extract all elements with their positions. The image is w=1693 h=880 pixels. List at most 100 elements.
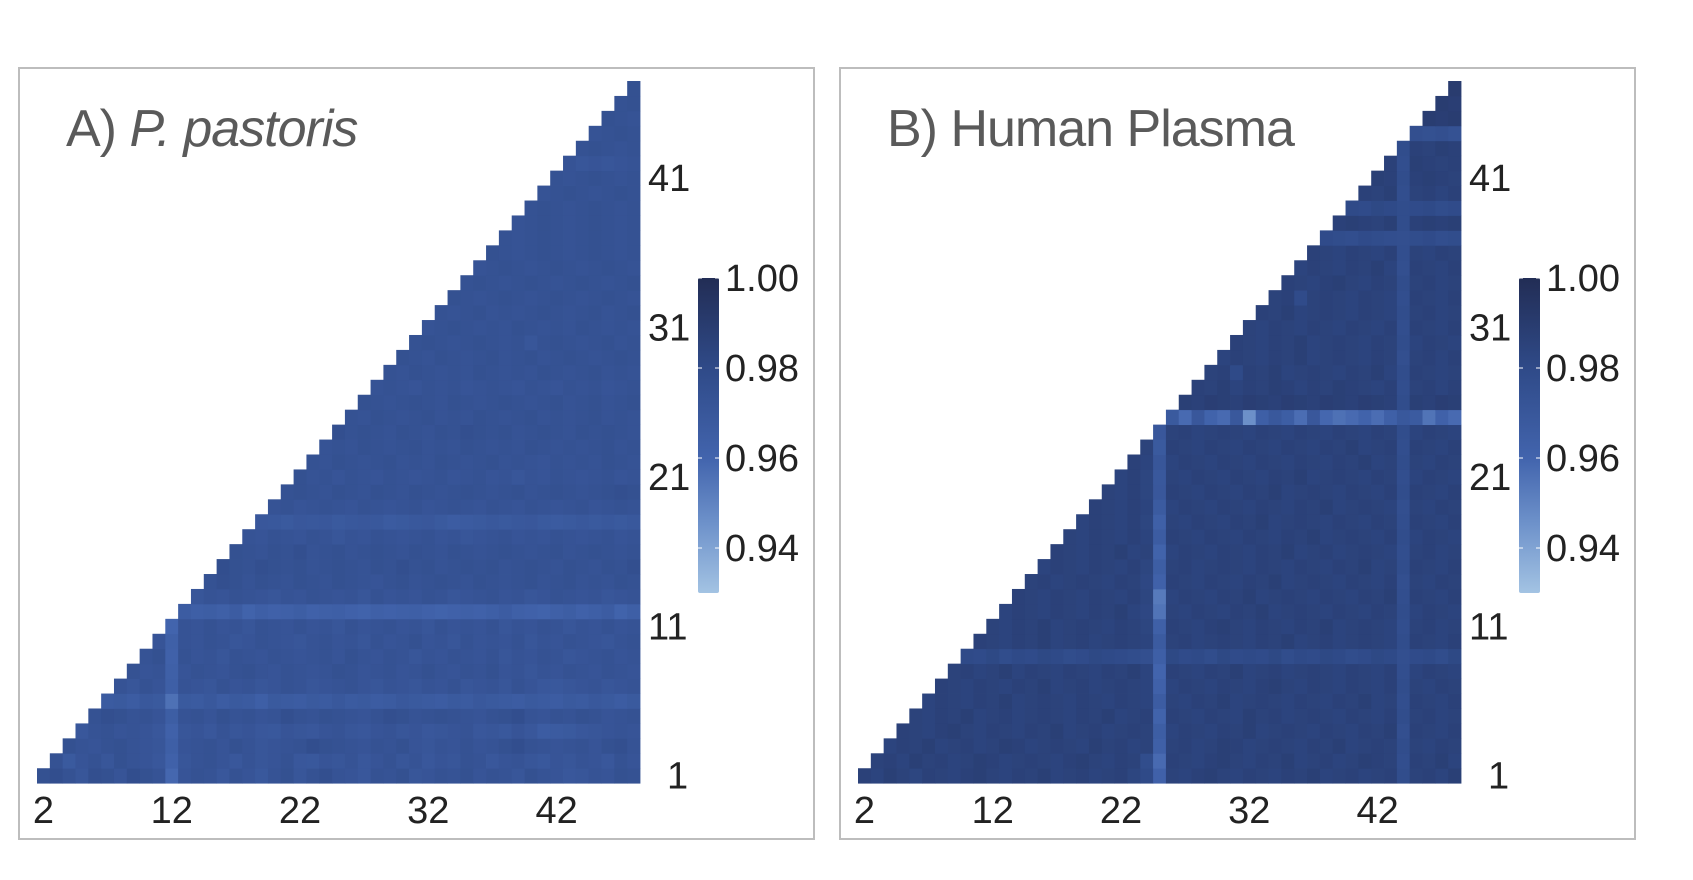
- heatmap-cell: [319, 678, 333, 694]
- heatmap-cell: [498, 439, 513, 455]
- heatmap-cell: [165, 678, 179, 694]
- heatmap-cell: [1332, 723, 1346, 739]
- heatmap-cell: [1076, 708, 1090, 724]
- heatmap-cell: [1396, 469, 1411, 485]
- heatmap-cell: [1448, 768, 1462, 784]
- heatmap-cell: [1371, 290, 1385, 306]
- heatmap-cell: [627, 125, 641, 142]
- heatmap-cell: [1230, 424, 1244, 440]
- heatmap-cell: [1435, 215, 1449, 231]
- heatmap-cell: [601, 275, 615, 291]
- heatmap-cell: [216, 559, 230, 575]
- heatmap-cell: [614, 170, 628, 186]
- heatmap-cell: [1140, 484, 1154, 500]
- heatmap-cell: [1294, 454, 1308, 470]
- heatmap-cell: [344, 618, 359, 635]
- heatmap-cell: [1191, 544, 1205, 560]
- heatmap-cell: [383, 469, 397, 485]
- heatmap-cell: [1024, 588, 1039, 605]
- heatmap-cell: [280, 544, 294, 560]
- heatmap-cell: [1435, 290, 1449, 306]
- heatmap-cell: [537, 349, 551, 366]
- heatmap-cell: [1307, 618, 1321, 635]
- heatmap-cell: [1409, 499, 1423, 515]
- colorbar-tick-label: 1.00: [1546, 258, 1620, 300]
- heatmap-cell: [1037, 648, 1051, 665]
- heatmap-cell: [409, 514, 423, 530]
- heatmap-cell: [1371, 768, 1385, 784]
- heatmap-cell: [1332, 424, 1346, 440]
- heatmap-cell: [49, 768, 64, 784]
- heatmap-cell: [1358, 484, 1372, 500]
- heatmap-cell: [152, 663, 166, 679]
- heatmap-cell: [460, 588, 474, 605]
- heatmap-cell: [1319, 768, 1334, 784]
- heatmap-cell: [101, 768, 115, 784]
- heatmap-cell: [178, 753, 192, 769]
- heatmap-cell: [113, 708, 128, 724]
- heatmap-cell: [614, 544, 628, 560]
- heatmap-cell: [563, 215, 577, 231]
- heatmap-cell: [627, 334, 641, 351]
- heatmap-cell: [1281, 768, 1295, 784]
- heatmap-cell: [1281, 708, 1295, 724]
- heatmap-cell: [1127, 544, 1141, 560]
- heatmap-cell: [1307, 529, 1321, 545]
- heatmap-cell: [267, 648, 282, 665]
- heatmap-cell: [524, 738, 538, 754]
- heatmap-cell: [1191, 633, 1205, 650]
- heatmap-cell: [614, 693, 628, 709]
- heatmap-cell: [575, 529, 590, 545]
- heatmap-cell: [1076, 693, 1090, 709]
- heatmap-cell: [1332, 544, 1346, 560]
- heatmap-cell: [498, 514, 513, 530]
- heatmap-cell: [1050, 544, 1064, 560]
- heatmap-cell: [242, 648, 256, 665]
- heatmap-cell: [1127, 454, 1141, 470]
- heatmap-cell: [1345, 588, 1359, 605]
- heatmap-cell: [152, 738, 166, 754]
- heatmap-cell: [1063, 648, 1077, 665]
- heatmap-cell: [473, 499, 487, 515]
- heatmap-cell: [537, 618, 551, 635]
- heatmap-cell: [1076, 588, 1090, 605]
- heatmap-cell: [319, 768, 333, 784]
- heatmap-cell: [293, 753, 307, 769]
- heatmap-cell: [1281, 334, 1295, 351]
- heatmap-cell: [511, 454, 525, 470]
- heatmap-cell: [1178, 753, 1192, 769]
- heatmap-cell: [460, 603, 474, 620]
- heatmap-cell: [511, 499, 525, 515]
- heatmap-cell: [473, 514, 487, 530]
- heatmap-cell: [1307, 364, 1321, 381]
- heatmap-cell: [1384, 364, 1398, 381]
- heatmap-cell: [1255, 693, 1269, 709]
- heatmap-cell: [434, 499, 448, 515]
- heatmap-cell: [524, 424, 538, 440]
- heatmap-cell: [1345, 409, 1359, 426]
- heatmap-cell: [178, 723, 192, 739]
- heatmap-cell: [1268, 305, 1282, 321]
- heatmap-cell: [460, 618, 474, 635]
- heatmap-cell: [1281, 529, 1295, 545]
- heatmap-cell: [1435, 364, 1449, 381]
- heatmap-cell: [498, 708, 513, 724]
- heatmap-cell: [447, 708, 461, 724]
- heatmap-cell: [1242, 364, 1257, 381]
- heatmap-cell: [1307, 544, 1321, 560]
- heatmap-cell: [357, 603, 371, 620]
- heatmap-cell: [1294, 708, 1308, 724]
- heatmap-cell: [1242, 514, 1257, 530]
- heatmap-cell: [1422, 394, 1436, 411]
- heatmap-cell: [1422, 678, 1436, 694]
- heatmap-cell: [434, 633, 448, 650]
- heatmap-cell: [1191, 723, 1205, 739]
- heatmap-cell: [627, 663, 641, 679]
- heatmap-cell: [486, 678, 500, 694]
- heatmap-cell: [1076, 529, 1090, 545]
- heatmap-cell: [588, 603, 602, 620]
- heatmap-cell: [1307, 275, 1321, 291]
- heatmap-cell: [75, 768, 89, 784]
- heatmap-cell: [614, 603, 628, 620]
